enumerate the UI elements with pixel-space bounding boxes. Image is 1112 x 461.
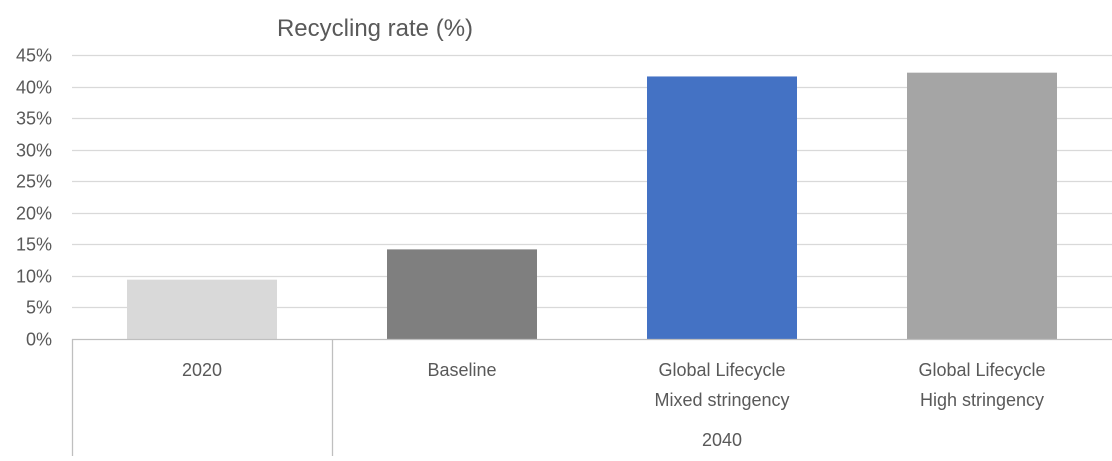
bar-3 [907, 72, 1057, 339]
bars [127, 72, 1057, 340]
y-axis-tick-labels: 0% 5% 10% 15% 20% 25% 30% 35% 40% 45% [16, 46, 52, 350]
y-tick-label: 40% [16, 78, 52, 98]
y-tick-label: 30% [16, 141, 52, 161]
y-tick-label: 15% [16, 235, 52, 255]
bar-1 [387, 249, 537, 339]
y-tick-label: 10% [16, 267, 52, 287]
gridlines [72, 54, 1112, 309]
y-tick-label: 20% [16, 204, 52, 224]
chart-title: Recycling rate (%) [277, 15, 473, 42]
category-label: Baseline [427, 360, 496, 380]
y-tick-label: 25% [16, 172, 52, 192]
y-tick-label: 45% [16, 46, 52, 66]
bar-0 [127, 279, 277, 339]
bar-2 [647, 76, 797, 340]
y-tick-label: 35% [16, 109, 52, 129]
x-axis-category-labels: 2020 Baseline Global Lifecycle Mixed string… [182, 360, 1046, 450]
x-axis [71, 338, 1112, 456]
y-tick-label: 5% [26, 298, 52, 318]
category-label: Global Lifecycle High stringency [918, 360, 1045, 410]
group-label: 2040 [702, 430, 742, 450]
category-label: 2020 [182, 360, 222, 380]
y-tick-label: 0% [26, 330, 52, 350]
category-label: Global Lifecycle Mixed stringency [654, 360, 789, 410]
